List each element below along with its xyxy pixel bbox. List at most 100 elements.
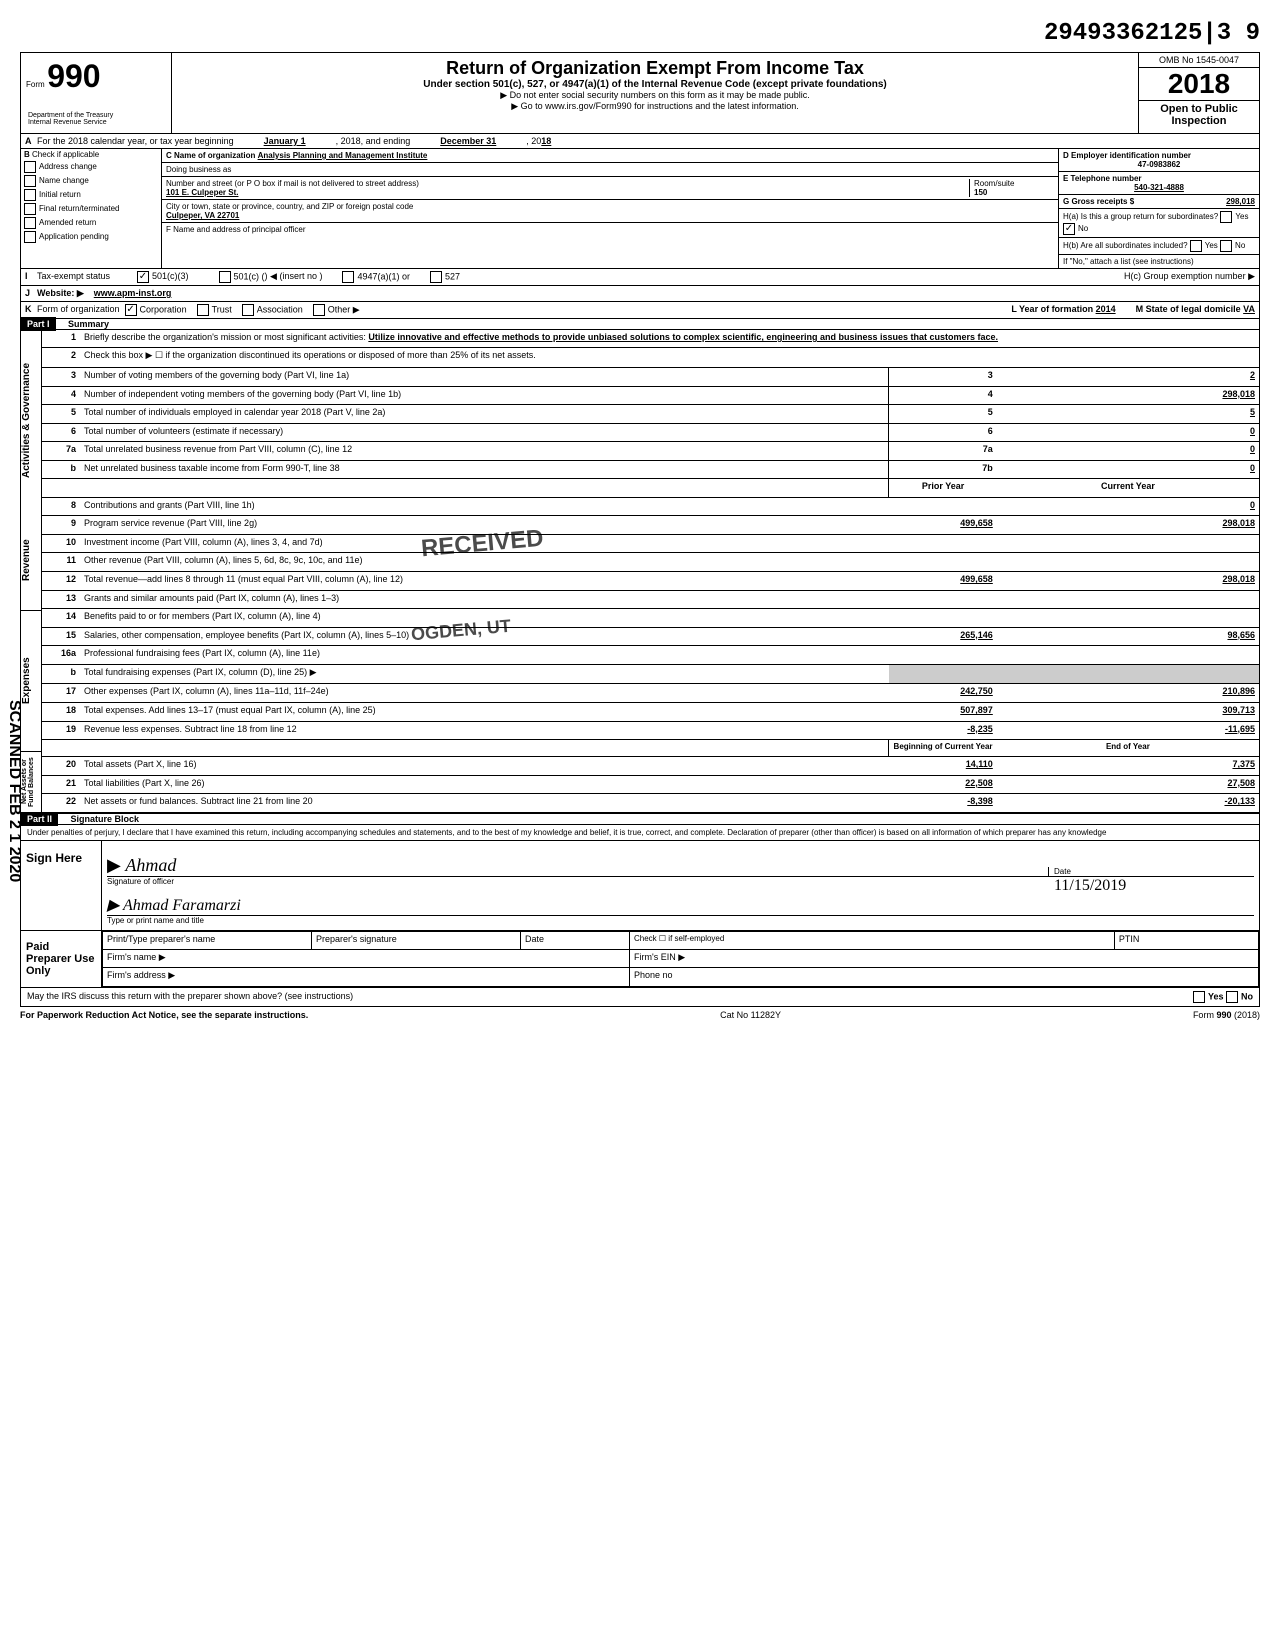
firm-name-label: Firm's name ▶ — [103, 949, 630, 968]
address-change-checkbox[interactable] — [24, 161, 36, 173]
line9-current: 298,018 — [997, 516, 1259, 535]
line16a-text: Professional fundraising fees (Part IX, … — [80, 646, 889, 665]
phone-value: 540-321-4888 — [1063, 183, 1255, 192]
line10-prior — [889, 534, 997, 553]
other-label: Other ▶ — [328, 304, 360, 314]
line6-box: 6 — [889, 423, 997, 442]
form-title: Return of Organization Exempt From Incom… — [177, 58, 1133, 79]
line13-current — [997, 590, 1259, 609]
prep-date-label: Date — [521, 932, 630, 950]
line9-prior: 499,658 — [889, 516, 997, 535]
form-note-2: ▶ Go to www.irs.gov/Form990 for instruct… — [177, 101, 1133, 112]
website-value: www.apm-inst.org — [94, 288, 172, 299]
line15-prior: 265,146 — [889, 627, 997, 646]
trust-checkbox[interactable] — [197, 304, 209, 316]
ha-no-checkbox[interactable]: ✓ — [1063, 223, 1075, 235]
hb-yes-checkbox[interactable] — [1190, 240, 1202, 252]
line-a-text: For the 2018 calendar year, or tax year … — [37, 136, 234, 146]
amended-return-checkbox[interactable] — [24, 217, 36, 229]
ha-yes-checkbox[interactable] — [1220, 211, 1232, 223]
initial-return-checkbox[interactable] — [24, 189, 36, 201]
line13-num: 13 — [42, 590, 81, 609]
line19-current: -11,695 — [997, 721, 1259, 740]
line-a-label: A — [25, 136, 37, 146]
firm-ein-label: Firm's EIN ▶ — [630, 949, 1259, 968]
yes-label-2: Yes — [1205, 241, 1218, 250]
line7b-num: b — [42, 460, 81, 479]
line15-num: 15 — [42, 627, 81, 646]
e-label: E Telephone number — [1063, 174, 1255, 183]
527-label: 527 — [445, 271, 460, 281]
check-applicable-label: Check if applicable — [32, 150, 99, 159]
4947-checkbox[interactable] — [342, 271, 354, 283]
footer: For Paperwork Reduction Act Notice, see … — [20, 1007, 1260, 1023]
tax-year: 2018 — [1139, 68, 1259, 100]
line14-text: Benefits paid to or for members (Part IX… — [80, 609, 889, 628]
line13-text: Grants and similar amounts paid (Part IX… — [80, 590, 889, 609]
line16a-num: 16a — [42, 646, 81, 665]
line7a-box: 7a — [889, 442, 997, 461]
association-checkbox[interactable] — [242, 304, 254, 316]
501c-checkbox[interactable] — [219, 271, 231, 283]
section-b: B Check if applicable Address change Nam… — [20, 149, 1260, 269]
open-public-label: Open to Public — [1160, 103, 1238, 115]
form-footer: Form 990 (2018) — [1193, 1010, 1260, 1020]
no-label-2: No — [1235, 241, 1245, 250]
hc-label: H(c) Group exemption number ▶ — [1124, 271, 1255, 283]
line8-text: Contributions and grants (Part VIII, lin… — [80, 497, 889, 516]
line17-current: 210,896 — [997, 684, 1259, 703]
line15-text: Salaries, other compensation, employee b… — [80, 627, 889, 646]
part1-title: Summary — [58, 319, 109, 329]
ha-label: H(a) Is this a group return for subordin… — [1063, 212, 1218, 221]
line20-num: 20 — [42, 757, 81, 776]
line18-num: 18 — [42, 702, 81, 721]
line-k-label: K — [25, 304, 37, 316]
d-label: D Employer identification number — [1063, 151, 1255, 160]
expenses-label: Expenses — [21, 611, 41, 752]
scanned-stamp: SCANNED FEB 2 1 2020 — [5, 700, 23, 882]
line21-text: Total liabilities (Part X, line 26) — [80, 775, 889, 794]
line-i-label: I — [25, 271, 37, 283]
line14-current — [997, 609, 1259, 628]
discuss-yes-checkbox[interactable] — [1193, 991, 1205, 1003]
discuss-no-checkbox[interactable] — [1226, 991, 1238, 1003]
line3-val: 2 — [997, 368, 1259, 387]
corporation-label: Corporation — [140, 304, 187, 314]
summary-section: RECEIVED OGDEN, UT Activities & Governan… — [20, 330, 1260, 814]
final-return-checkbox[interactable] — [24, 203, 36, 215]
name-change-checkbox[interactable] — [24, 175, 36, 187]
line11-num: 11 — [42, 553, 81, 572]
form-label: Form — [26, 80, 45, 89]
line19-prior: -8,235 — [889, 721, 997, 740]
corporation-checkbox[interactable]: ✓ — [125, 304, 137, 316]
part2-title: Signature Block — [61, 814, 140, 824]
line21-prior: 22,508 — [889, 775, 997, 794]
line7a-val: 0 — [997, 442, 1259, 461]
h-note: If "No," attach a list (see instructions… — [1059, 255, 1259, 268]
application-pending-checkbox[interactable] — [24, 231, 36, 243]
part1-header: Part I — [21, 317, 56, 331]
line14-num: 14 — [42, 609, 81, 628]
begin-year-header: Beginning of Current Year — [889, 740, 997, 757]
tax-year-begin: January 1 — [264, 136, 306, 146]
line22-prior: -8,398 — [889, 794, 997, 813]
4947-label: 4947(a)(1) or — [357, 271, 410, 281]
line4-val: 298,018 — [997, 386, 1259, 405]
line7b-box: 7b — [889, 460, 997, 479]
501c-label: 501(c) ( — [234, 271, 265, 281]
yes-label: Yes — [1235, 212, 1248, 221]
initial-return-label: Initial return — [39, 190, 81, 199]
line22-text: Net assets or fund balances. Subtract li… — [80, 794, 889, 813]
hb-no-checkbox[interactable] — [1220, 240, 1232, 252]
state-domicile: VA — [1243, 304, 1255, 314]
other-checkbox[interactable] — [313, 304, 325, 316]
line8-prior — [889, 497, 997, 516]
firm-addr-label: Firm's address ▶ — [103, 968, 630, 987]
501c3-checkbox[interactable]: ✓ — [137, 271, 149, 283]
inspection-label: Inspection — [1171, 115, 1226, 127]
527-checkbox[interactable] — [430, 271, 442, 283]
name-change-label: Name change — [39, 176, 89, 185]
line6-num: 6 — [42, 423, 81, 442]
line12-current: 298,018 — [997, 572, 1259, 591]
tax-year-end: 18 — [541, 136, 551, 146]
